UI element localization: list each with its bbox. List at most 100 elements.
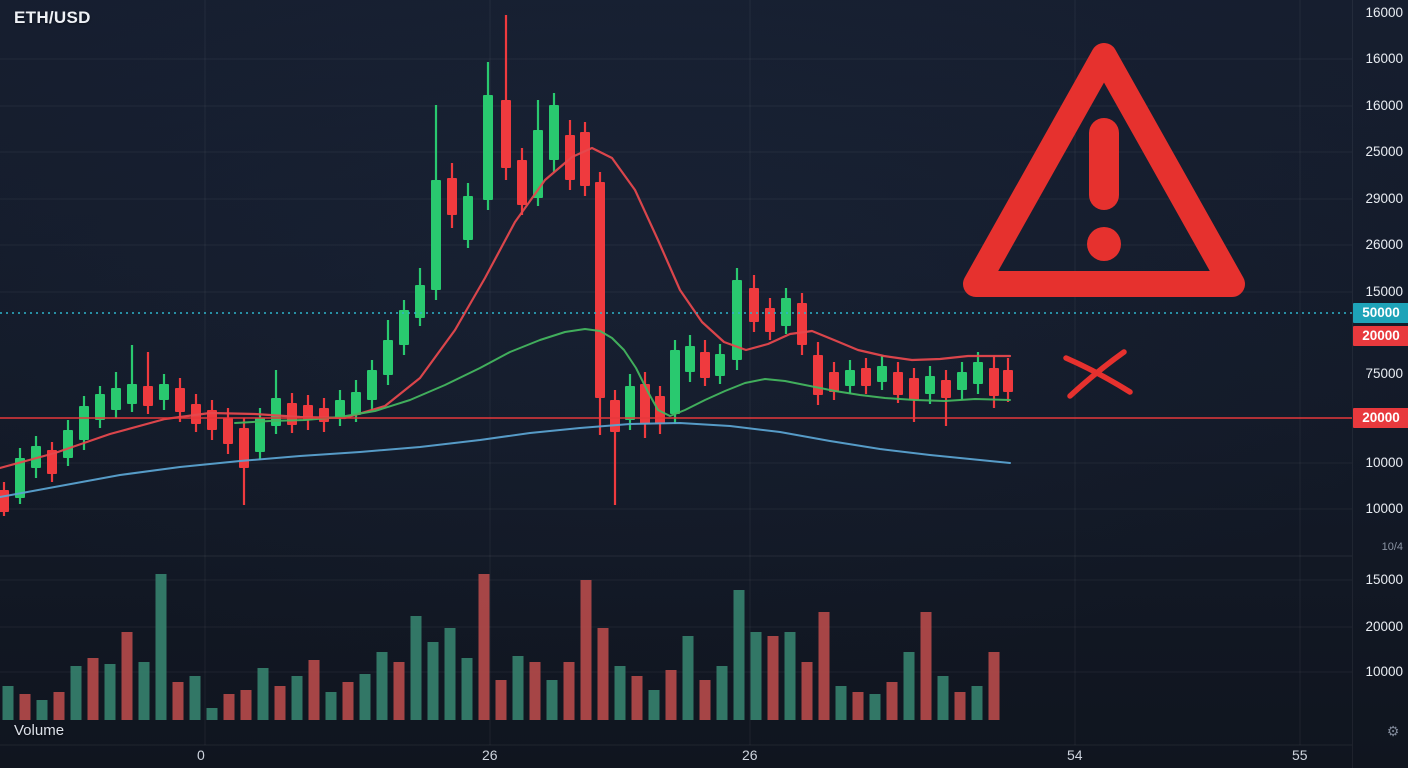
gear-icon[interactable]: ⚙	[1386, 723, 1400, 739]
price-badge: 20000	[1353, 326, 1408, 346]
volume-bar	[869, 694, 881, 720]
ma-green-line	[234, 328, 1011, 424]
candle-body	[517, 160, 527, 205]
warning-exclamation-dot	[1087, 227, 1121, 261]
candle-body	[640, 384, 650, 424]
ma-blue-line	[0, 422, 1011, 498]
volume-bar	[767, 636, 779, 720]
candle-body	[670, 350, 680, 414]
candle-body	[15, 458, 25, 498]
candle-body	[625, 386, 635, 420]
price-axis[interactable]: 16000 16000 16000 25000 29000 26000 15000 50000…	[1352, 0, 1408, 768]
warning-exclamation-bar	[1089, 118, 1119, 210]
candle-body	[700, 352, 710, 378]
volume-bar	[410, 616, 422, 720]
candle-body	[845, 370, 855, 386]
candle-body	[463, 196, 473, 240]
candle-body	[549, 105, 559, 160]
volume-bar	[580, 580, 592, 720]
volume-bar	[155, 574, 167, 720]
candle-body	[399, 310, 409, 345]
volume-bar	[818, 612, 830, 720]
candle-body	[175, 388, 185, 412]
candle-body	[715, 354, 725, 376]
price-axis-label: 75000	[1365, 366, 1403, 381]
candle-body	[319, 408, 329, 422]
volume-bar	[614, 666, 626, 720]
volume-bar	[512, 656, 524, 720]
volume-bar	[801, 662, 813, 720]
candle-body	[909, 378, 919, 400]
candle-body	[973, 362, 983, 384]
volume-bar	[223, 694, 235, 720]
volume-bar	[53, 692, 65, 720]
candle-body	[732, 280, 742, 360]
price-axis-label: 16000	[1365, 51, 1403, 66]
price-axis-label: 10/4	[1381, 541, 1403, 553]
price-axis-label: 10000	[1365, 501, 1403, 516]
volume-bar	[342, 682, 354, 720]
candle-body	[95, 394, 105, 420]
volume-bar	[886, 682, 898, 720]
candles-layer	[0, 15, 1013, 516]
candle-body	[861, 368, 871, 386]
price-axis-label: 10000	[1365, 455, 1403, 470]
candle-body	[749, 288, 759, 322]
candle-body	[239, 428, 249, 468]
candle-body	[447, 178, 457, 215]
volume-bar	[274, 686, 286, 720]
time-axis[interactable]: 0 26 26 54 55	[0, 745, 1352, 768]
candle-body	[610, 400, 620, 432]
warning-triangle-icon	[963, 43, 1245, 297]
volume-bar	[546, 680, 558, 720]
candle-body	[829, 372, 839, 392]
candle-body	[223, 418, 233, 444]
price-badge: 20000	[1353, 408, 1408, 428]
candle-body	[63, 430, 73, 458]
candle-body	[143, 386, 153, 406]
volume-axis-label: 15000	[1365, 572, 1403, 587]
volume-bar	[308, 660, 320, 720]
candle-body	[271, 398, 281, 426]
candle-body	[79, 406, 89, 440]
volume-bar	[172, 682, 184, 720]
volume-bar	[240, 690, 252, 720]
price-axis-label: 29000	[1365, 191, 1403, 206]
ma-red-line	[0, 146, 1012, 470]
x-mark-icon	[1063, 349, 1133, 399]
volume-bar	[2, 686, 14, 720]
candle-body	[813, 355, 823, 395]
candle-body	[335, 400, 345, 418]
alert-price-badge: 50000	[1353, 303, 1408, 323]
volume-bar	[954, 692, 966, 720]
candle-body	[989, 368, 999, 396]
volume-bar	[138, 662, 150, 720]
candle-body	[0, 490, 9, 512]
volume-bar	[291, 676, 303, 720]
candle-body	[893, 372, 903, 395]
volume-axis-label: 20000	[1365, 619, 1403, 634]
volume-bar	[699, 680, 711, 720]
volume-bar	[461, 658, 473, 720]
price-axis-label: 15000	[1365, 284, 1403, 299]
volume-bar	[716, 666, 728, 720]
volume-bar	[325, 692, 337, 720]
candle-body	[159, 384, 169, 400]
volume-bar	[70, 666, 82, 720]
volume-layer	[2, 574, 1000, 720]
volume-bar	[427, 642, 439, 720]
time-axis-label: 26	[742, 747, 758, 763]
volume-bar	[665, 670, 677, 720]
price-axis-label: 25000	[1365, 144, 1403, 159]
candle-body	[925, 376, 935, 394]
volume-bar	[920, 612, 932, 720]
candle-body	[957, 372, 967, 390]
volume-bar	[206, 708, 218, 720]
candle-body	[685, 346, 695, 372]
volume-bar	[19, 694, 31, 720]
volume-bar	[597, 628, 609, 720]
volume-bar	[495, 680, 507, 720]
warning-triangle-outline	[963, 43, 1245, 297]
candle-body	[483, 95, 493, 200]
